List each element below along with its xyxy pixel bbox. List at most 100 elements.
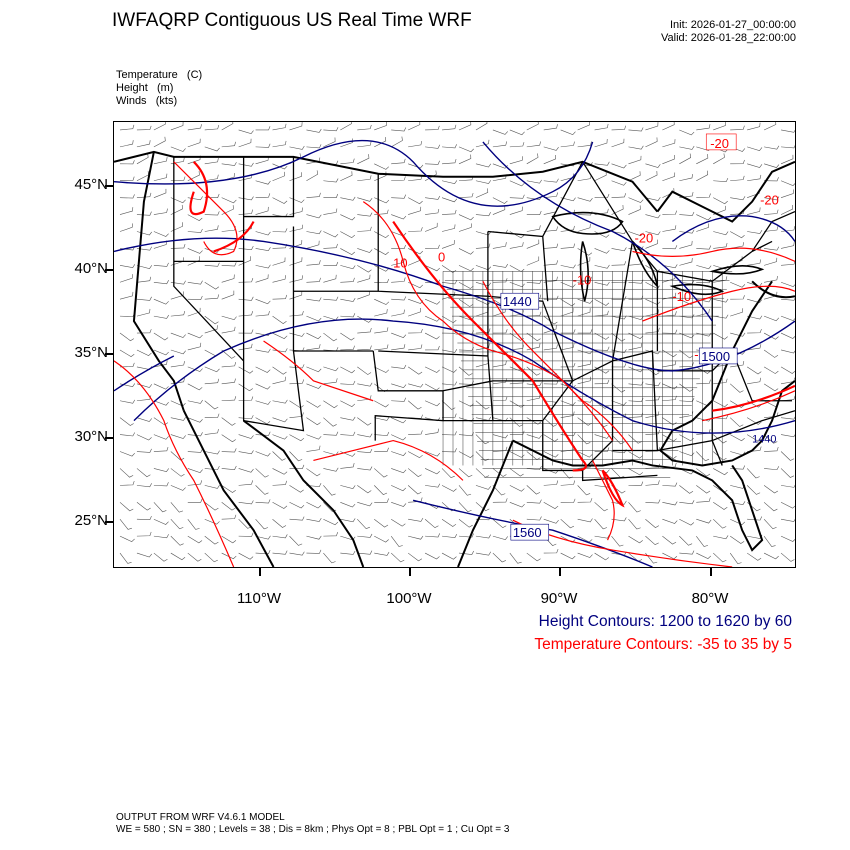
wind-barb	[442, 431, 457, 436]
lon-tick	[710, 568, 712, 576]
wind-barb	[289, 172, 302, 182]
wind-barb	[458, 550, 475, 555]
wind-barb	[492, 129, 508, 135]
wind-barb	[357, 175, 372, 182]
wind-barb	[272, 228, 288, 233]
wind-barb	[577, 223, 591, 232]
wind-barb	[442, 158, 457, 165]
wind-barb	[272, 275, 286, 283]
wind-barb	[408, 122, 421, 131]
wind-barb	[391, 364, 407, 369]
wind-barb	[204, 378, 220, 385]
wind-barb	[153, 552, 168, 562]
wind-barb	[475, 188, 489, 198]
wind-barb	[272, 417, 288, 423]
wind-barb	[187, 417, 203, 423]
wind-barb	[492, 396, 508, 402]
wind-barb	[136, 276, 152, 283]
wind-barb	[119, 194, 135, 199]
wind-barb	[255, 535, 271, 540]
wind-barb	[221, 349, 236, 359]
wind-barb	[679, 451, 695, 457]
wind-barb	[221, 262, 237, 267]
wind-barb	[730, 256, 743, 266]
wind-barb	[340, 518, 356, 523]
wind-barb	[577, 349, 593, 355]
wind-barb	[391, 468, 407, 474]
wind-barb	[662, 122, 675, 131]
wind-barb	[763, 383, 779, 392]
wind-barb	[662, 535, 677, 545]
wind-barb	[170, 332, 186, 338]
wind-barb	[475, 359, 490, 368]
wind-barb	[391, 158, 406, 165]
wind-barb	[306, 144, 322, 149]
wind-barb	[306, 332, 322, 340]
wind-barb	[509, 417, 524, 427]
wind-barb	[306, 170, 319, 181]
wind-barb	[577, 462, 592, 469]
wind-barb	[357, 265, 372, 273]
wind-barb	[340, 400, 356, 407]
init-time: Init: 2026-01-27_00:00:00	[670, 19, 796, 31]
wind-barb	[136, 468, 151, 478]
wind-barb	[357, 366, 372, 375]
wind-barb	[221, 434, 236, 443]
wind-barb	[611, 500, 627, 505]
wind-barb	[781, 260, 795, 266]
wind-barb	[357, 485, 372, 494]
wind-barb	[764, 209, 779, 215]
wind-barb	[662, 349, 677, 358]
wind-barb	[187, 280, 203, 285]
wind-barb	[323, 467, 339, 472]
wind-barb	[543, 192, 558, 198]
wind-barb	[119, 399, 136, 404]
wind-barb	[577, 197, 593, 202]
wind-barb	[543, 315, 558, 325]
wind-barb	[289, 291, 303, 300]
wind-barb	[645, 382, 661, 387]
wind-barb	[713, 231, 729, 236]
variable-height: Height (m)	[116, 82, 174, 94]
wind-barb	[475, 516, 491, 521]
wind-barb	[187, 399, 203, 404]
wind-barb	[289, 535, 303, 546]
wind-barb	[696, 193, 711, 198]
wind-barb	[458, 154, 472, 165]
wind-barb	[611, 193, 626, 198]
lat-tick	[105, 269, 113, 271]
wind-barb	[696, 154, 709, 165]
height-label-box	[698, 347, 738, 365]
wind-barb	[764, 246, 780, 251]
wind-barb	[560, 173, 575, 182]
wind-barb	[475, 416, 492, 421]
wind-barb	[577, 141, 592, 148]
wind-barb	[764, 145, 780, 150]
wind-barb	[391, 214, 407, 220]
wind-barb	[204, 484, 220, 489]
wind-barb	[458, 146, 474, 153]
wind-barb	[408, 140, 423, 148]
wind-barb	[746, 417, 762, 425]
wind-barb	[560, 552, 576, 560]
wind-barb	[425, 483, 441, 488]
wind-barb	[424, 265, 440, 272]
model-version: OUTPUT FROM WRF V4.6.1 MODEL	[116, 812, 285, 823]
wind-barb	[153, 231, 169, 237]
wind-barb	[730, 295, 745, 300]
wind-barb	[306, 549, 322, 554]
wind-barb	[475, 534, 491, 539]
wind-barb	[424, 332, 440, 340]
lat-label-45: 45°N	[74, 176, 108, 193]
wind-barb	[662, 155, 675, 165]
wind-barb	[357, 248, 373, 253]
wind-barb	[441, 197, 458, 203]
wind-barb	[119, 140, 134, 148]
wind-barb	[119, 480, 135, 486]
wind-barb	[408, 430, 423, 435]
wind-barb	[390, 552, 405, 563]
wind-barb	[696, 309, 710, 317]
wind-barb	[255, 366, 271, 373]
wind-barb	[696, 170, 709, 181]
wind-barb	[560, 308, 574, 317]
